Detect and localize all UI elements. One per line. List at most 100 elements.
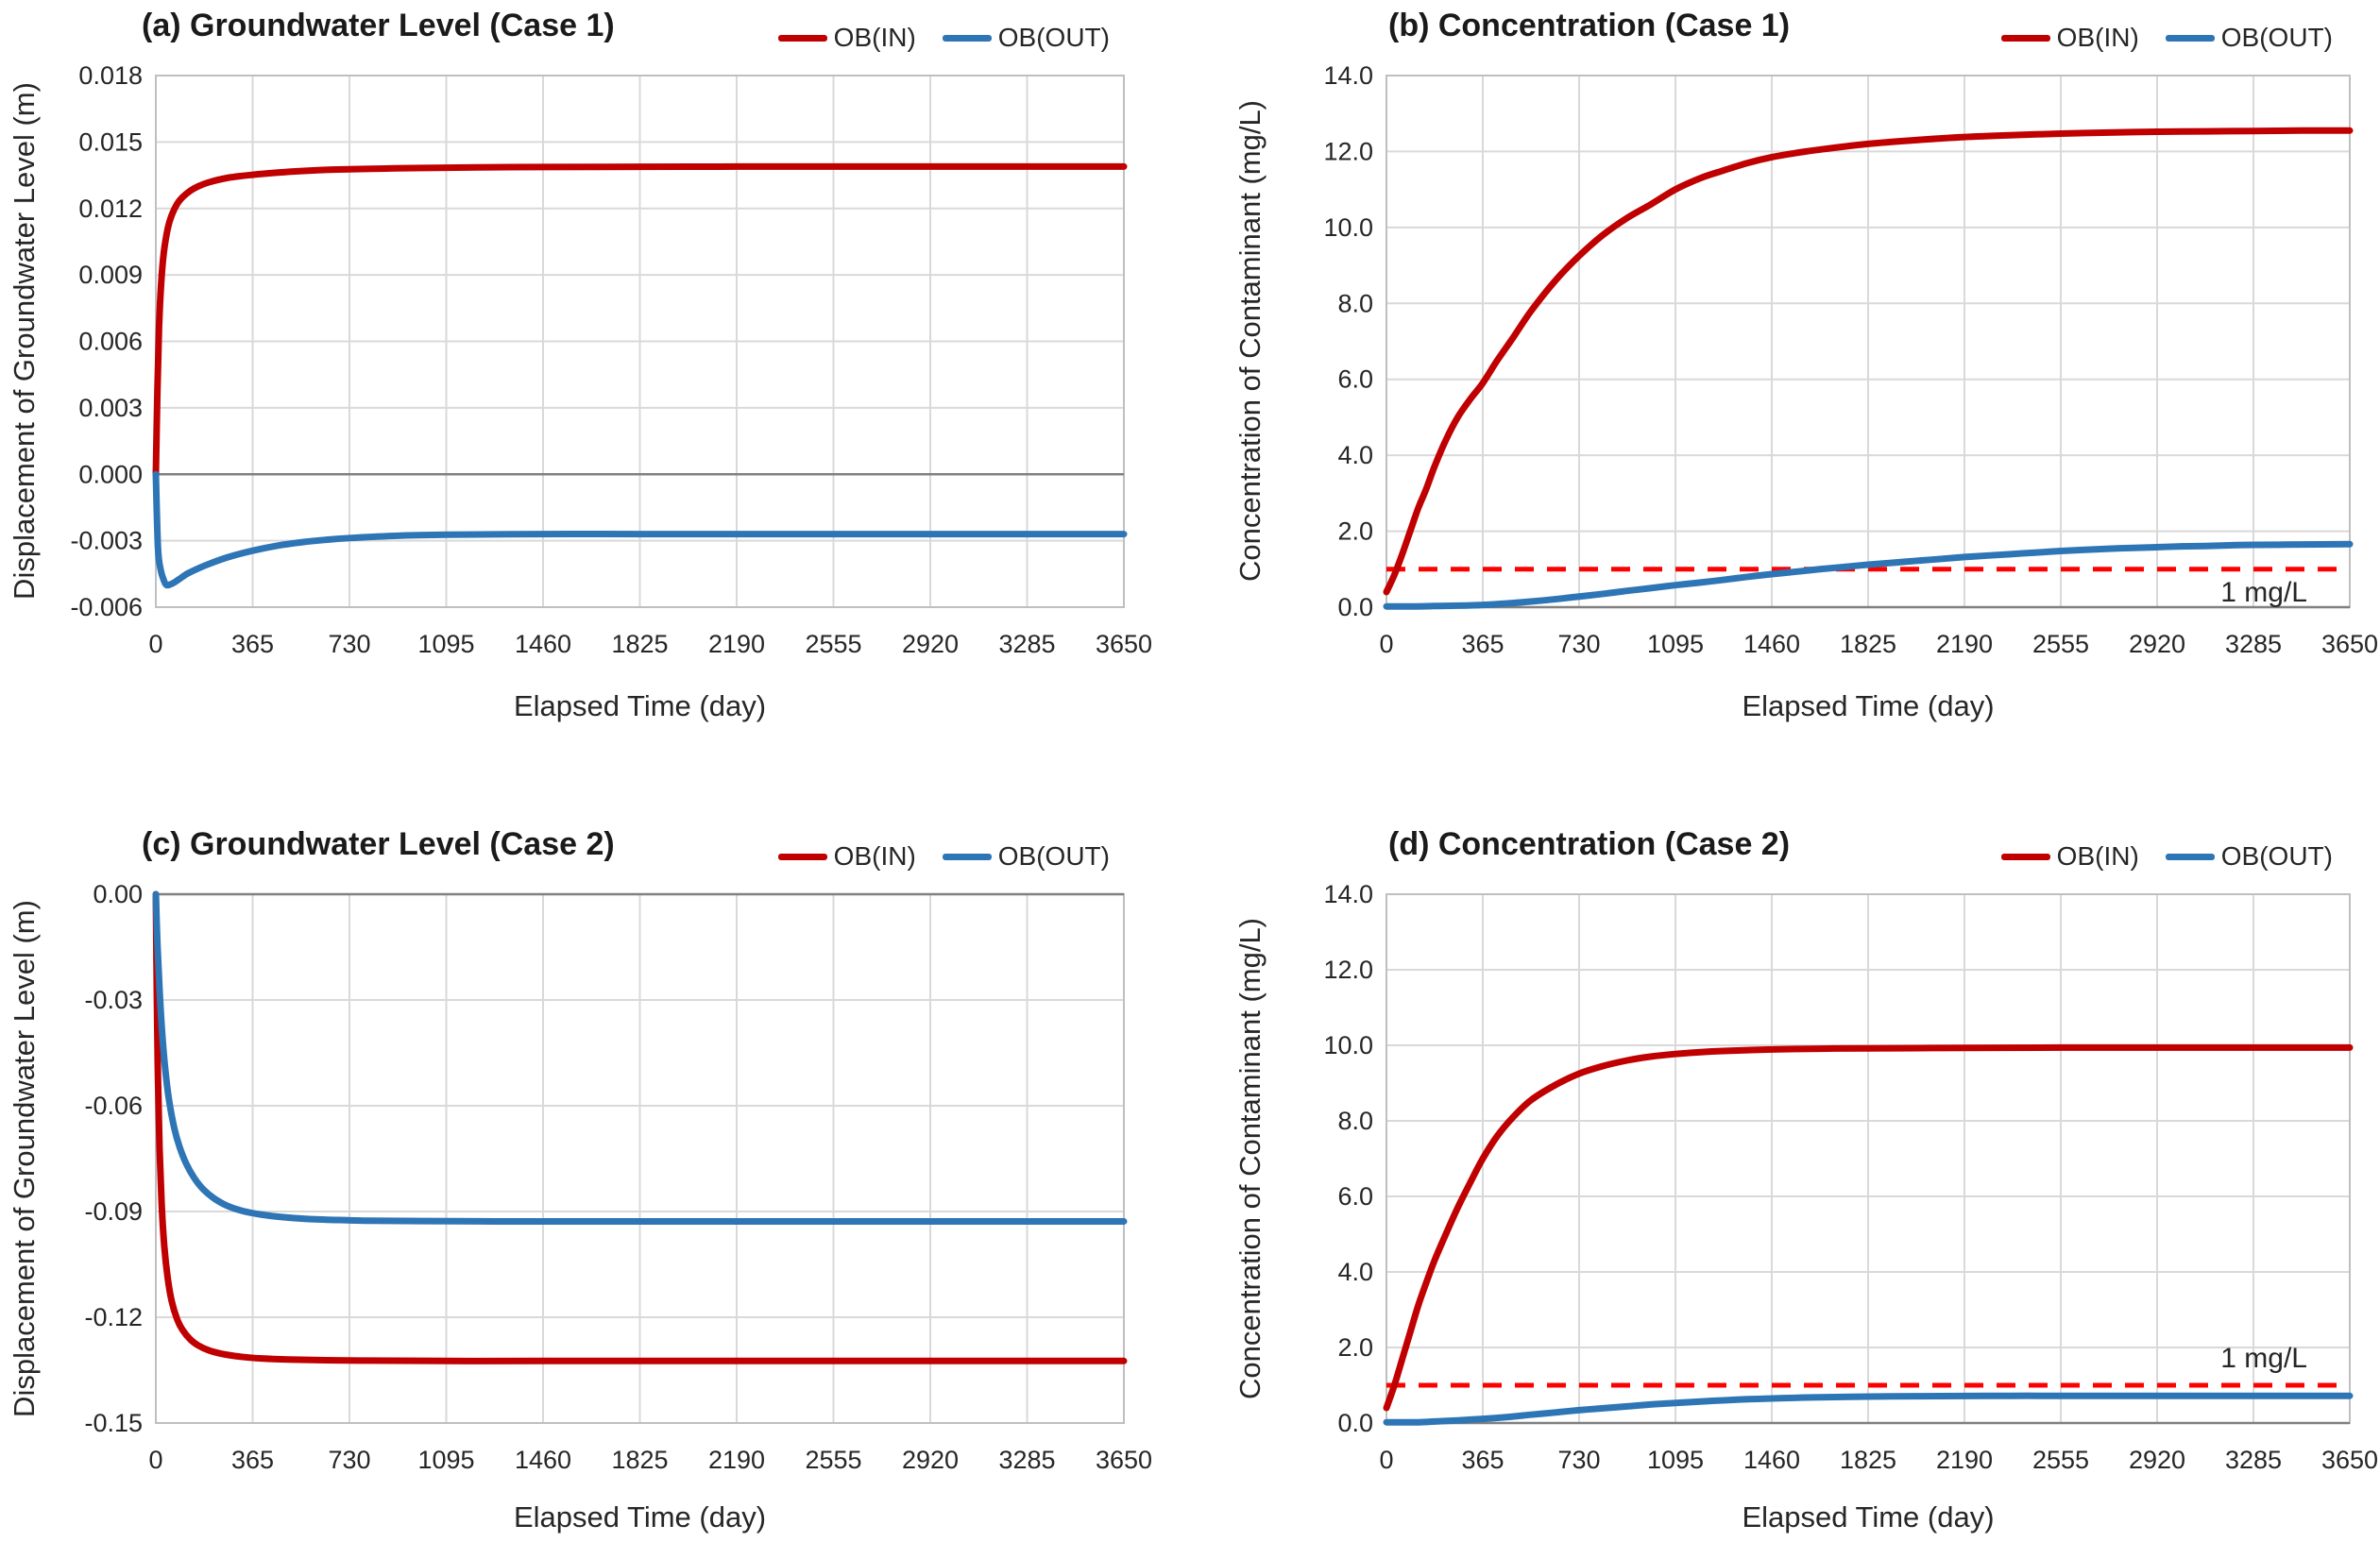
y-tick-label: 12.0 bbox=[1323, 137, 1373, 165]
chart-title: (c) Groundwater Level (Case 2) bbox=[142, 826, 615, 862]
ob-in-series-line bbox=[1383, 127, 2354, 596]
x-axis-label: Elapsed Time (day) bbox=[1742, 689, 1995, 722]
legend-item-ob-out: OB(OUT) bbox=[2165, 23, 2333, 53]
x-tick-label: 2920 bbox=[2129, 630, 2185, 658]
y-tick-label: 0.015 bbox=[78, 127, 143, 156]
ob-in-series-line bbox=[152, 890, 1128, 1364]
y-tick-label: 8.0 bbox=[1337, 289, 1373, 317]
legend-item-ob-in: OB(IN) bbox=[2000, 841, 2139, 872]
threshold-label: 1 mg/L bbox=[2220, 577, 2307, 608]
legend-label: OB(IN) bbox=[2056, 841, 2139, 871]
x-tick-label: 730 bbox=[328, 1446, 370, 1474]
x-tick-label: 0 bbox=[1379, 1446, 1393, 1474]
ob-out-series-line bbox=[152, 890, 1128, 1225]
ob-in-series-line bbox=[152, 162, 1128, 478]
y-tick-label: -0.03 bbox=[84, 986, 143, 1014]
x-tick-label: 1825 bbox=[1840, 1446, 1896, 1474]
x-tick-label: 2190 bbox=[708, 1446, 765, 1474]
y-tick-label: -0.006 bbox=[70, 593, 143, 621]
x-tick-label: 3285 bbox=[998, 1446, 1055, 1474]
tick-labels: 14.0 12.0 10.0 8.0 6.0 4.0 2.0 0.00 365 730 1095 14… bbox=[1323, 880, 2378, 1474]
x-tick-label: 3650 bbox=[1096, 1446, 1152, 1474]
chart-title: (b) Concentration (Case 1) bbox=[1388, 8, 1791, 43]
y-tick-label: -0.12 bbox=[84, 1303, 143, 1331]
tick-labels: 0.00 -0.03 -0.06 -0.09 -0.12 -0.150 365 730 1095… bbox=[84, 880, 1152, 1474]
legend-label: OB(OUT) bbox=[2220, 841, 2333, 871]
y-tick-label: 0.018 bbox=[78, 61, 143, 90]
tick-labels: 0.018 0.015 0.012 0.009 0.006 0.003 0.000 -0.00… bbox=[70, 61, 1152, 658]
y-tick-label: 6.0 bbox=[1337, 365, 1373, 394]
y-tick-label: -0.09 bbox=[84, 1197, 143, 1226]
x-tick-label: 3285 bbox=[998, 630, 1055, 658]
y-tick-label: 14.0 bbox=[1323, 61, 1373, 90]
x-tick-label: 2190 bbox=[1936, 1446, 1993, 1474]
y-tick-label: 10.0 bbox=[1323, 1031, 1373, 1059]
ob-out-line-swatch bbox=[2165, 34, 2215, 42]
x-axis-label: Elapsed Time (day) bbox=[513, 1500, 767, 1534]
plot-area: 0.018 0.015 0.012 0.009 0.006 0.003 0.000 -0.00… bbox=[70, 61, 1152, 658]
x-tick-label: 1095 bbox=[417, 1446, 474, 1474]
legend-label: OB(OUT) bbox=[2220, 23, 2333, 52]
y-tick-label: 0.009 bbox=[78, 261, 143, 289]
x-tick-label: 3650 bbox=[2321, 1446, 2378, 1474]
chart-title: (a) Groundwater Level (Case 1) bbox=[142, 8, 615, 43]
legend: OB(IN) OB(OUT) bbox=[2000, 841, 2333, 872]
y-tick-label: -0.15 bbox=[84, 1409, 143, 1437]
x-tick-label: 2555 bbox=[805, 1446, 861, 1474]
y-tick-label: 2.0 bbox=[1337, 517, 1373, 546]
legend: OB(IN) OB(OUT) bbox=[777, 23, 1110, 53]
x-tick-label: 0 bbox=[148, 1446, 162, 1474]
y-tick-label: 0.012 bbox=[78, 195, 143, 223]
x-tick-label: 1095 bbox=[417, 630, 474, 658]
x-tick-label: 1460 bbox=[1743, 630, 1800, 658]
x-tick-label: 730 bbox=[328, 630, 370, 658]
y-tick-label: 0.006 bbox=[78, 328, 143, 356]
x-tick-label: 2555 bbox=[805, 630, 861, 658]
y-tick-label: 0.0 bbox=[1337, 1409, 1373, 1437]
legend-label: OB(IN) bbox=[833, 23, 916, 52]
ob-in-series-line bbox=[1383, 1043, 2354, 1412]
x-tick-label: 1825 bbox=[611, 1446, 668, 1474]
ob-out-line-swatch bbox=[2165, 853, 2215, 860]
x-tick-label: 1825 bbox=[1840, 630, 1896, 658]
x-tick-label: 365 bbox=[1461, 630, 1504, 658]
x-tick-label: 365 bbox=[1461, 1446, 1504, 1474]
x-tick-label: 730 bbox=[1557, 630, 1600, 658]
x-tick-label: 365 bbox=[231, 630, 274, 658]
x-tick-label: 1095 bbox=[1647, 630, 1704, 658]
legend-item-ob-in: OB(IN) bbox=[777, 23, 916, 53]
x-tick-label: 2920 bbox=[2129, 1446, 2185, 1474]
y-tick-label: 14.0 bbox=[1323, 880, 1373, 908]
x-tick-label: 730 bbox=[1557, 1446, 1600, 1474]
legend: OB(IN) OB(OUT) bbox=[777, 841, 1110, 872]
ob-in-line-swatch bbox=[777, 853, 827, 860]
ob-out-series-line bbox=[1383, 540, 2354, 610]
x-tick-label: 2555 bbox=[2032, 630, 2089, 658]
plot-area: 1 mg/L 14.0 12.0 10.0 8.0 6.0 4.0 2.0 0.00 365 730… bbox=[1323, 880, 2378, 1474]
x-tick-label: 365 bbox=[231, 1446, 274, 1474]
x-tick-label: 2920 bbox=[902, 1446, 959, 1474]
y-tick-label: 10.0 bbox=[1323, 213, 1373, 242]
y-tick-label: 0.0 bbox=[1337, 593, 1373, 621]
ob-out-series-line bbox=[1383, 1392, 2354, 1426]
legend-label: OB(OUT) bbox=[997, 841, 1110, 871]
y-tick-label: 0.000 bbox=[78, 460, 143, 488]
x-tick-label: 0 bbox=[1379, 630, 1393, 658]
legend-item-ob-out: OB(OUT) bbox=[2165, 841, 2333, 872]
chart-title: (d) Concentration (Case 2) bbox=[1388, 826, 1791, 862]
ob-out-series-line bbox=[152, 470, 1128, 589]
gridlines bbox=[1386, 75, 2351, 608]
x-tick-label: 1825 bbox=[611, 630, 668, 658]
x-tick-label: 1460 bbox=[515, 630, 571, 658]
ob-in-line-swatch bbox=[777, 34, 827, 42]
legend: OB(IN) OB(OUT) bbox=[2000, 23, 2333, 53]
gridlines bbox=[155, 75, 1125, 608]
panel-groundwater-case2: (c) Groundwater Level (Case 2) OB(IN) OB… bbox=[0, 771, 1190, 1542]
tick-labels: 14.0 12.0 10.0 8.0 6.0 4.0 2.0 0.00 365 730 1095 14… bbox=[1323, 61, 2378, 658]
y-tick-label: 12.0 bbox=[1323, 956, 1373, 984]
x-axis-label: Elapsed Time (day) bbox=[1742, 1500, 1995, 1534]
x-tick-label: 3285 bbox=[2225, 630, 2282, 658]
ob-out-line-swatch bbox=[942, 34, 992, 42]
plot-area: 1 mg/L 14.0 12.0 10.0 8.0 6.0 4.0 2.0 0.00 365 730… bbox=[1323, 61, 2378, 658]
